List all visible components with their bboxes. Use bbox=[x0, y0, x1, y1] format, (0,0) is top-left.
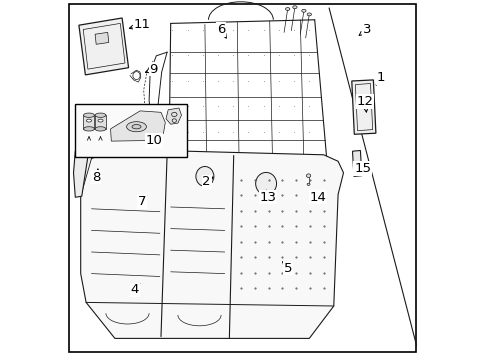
Ellipse shape bbox=[126, 122, 146, 132]
Text: 8: 8 bbox=[92, 171, 100, 184]
Text: 14: 14 bbox=[309, 191, 326, 204]
Ellipse shape bbox=[98, 119, 103, 122]
Bar bbox=[95, 115, 105, 129]
Text: 4: 4 bbox=[130, 283, 139, 296]
Text: 11: 11 bbox=[133, 18, 150, 31]
Text: 5: 5 bbox=[283, 262, 291, 275]
Polygon shape bbox=[73, 142, 89, 197]
Text: 2: 2 bbox=[202, 175, 210, 188]
Ellipse shape bbox=[196, 166, 213, 186]
Polygon shape bbox=[166, 108, 181, 124]
Polygon shape bbox=[351, 80, 375, 134]
Polygon shape bbox=[79, 18, 128, 75]
Ellipse shape bbox=[255, 172, 276, 195]
Ellipse shape bbox=[306, 174, 310, 177]
Polygon shape bbox=[95, 32, 108, 44]
Text: 7: 7 bbox=[137, 195, 146, 208]
Ellipse shape bbox=[285, 8, 289, 10]
Text: 9: 9 bbox=[149, 63, 158, 76]
Text: 1: 1 bbox=[376, 71, 385, 84]
Ellipse shape bbox=[95, 127, 106, 131]
Text: 6: 6 bbox=[217, 23, 225, 36]
Text: 15: 15 bbox=[353, 162, 370, 175]
Text: 3: 3 bbox=[362, 23, 370, 36]
Text: 12: 12 bbox=[356, 95, 373, 108]
Polygon shape bbox=[110, 111, 165, 141]
Polygon shape bbox=[81, 149, 343, 338]
Ellipse shape bbox=[83, 113, 94, 117]
Ellipse shape bbox=[301, 9, 305, 12]
Text: 10: 10 bbox=[145, 134, 162, 147]
Bar bbox=[83, 115, 94, 129]
Ellipse shape bbox=[95, 113, 106, 117]
Ellipse shape bbox=[292, 6, 296, 9]
Ellipse shape bbox=[306, 183, 309, 185]
Ellipse shape bbox=[306, 13, 311, 16]
Text: 13: 13 bbox=[259, 191, 276, 204]
Polygon shape bbox=[80, 144, 91, 196]
Polygon shape bbox=[352, 150, 361, 176]
Ellipse shape bbox=[132, 125, 141, 129]
Bar bbox=[75, 104, 186, 157]
Ellipse shape bbox=[86, 119, 91, 122]
Ellipse shape bbox=[83, 127, 94, 131]
